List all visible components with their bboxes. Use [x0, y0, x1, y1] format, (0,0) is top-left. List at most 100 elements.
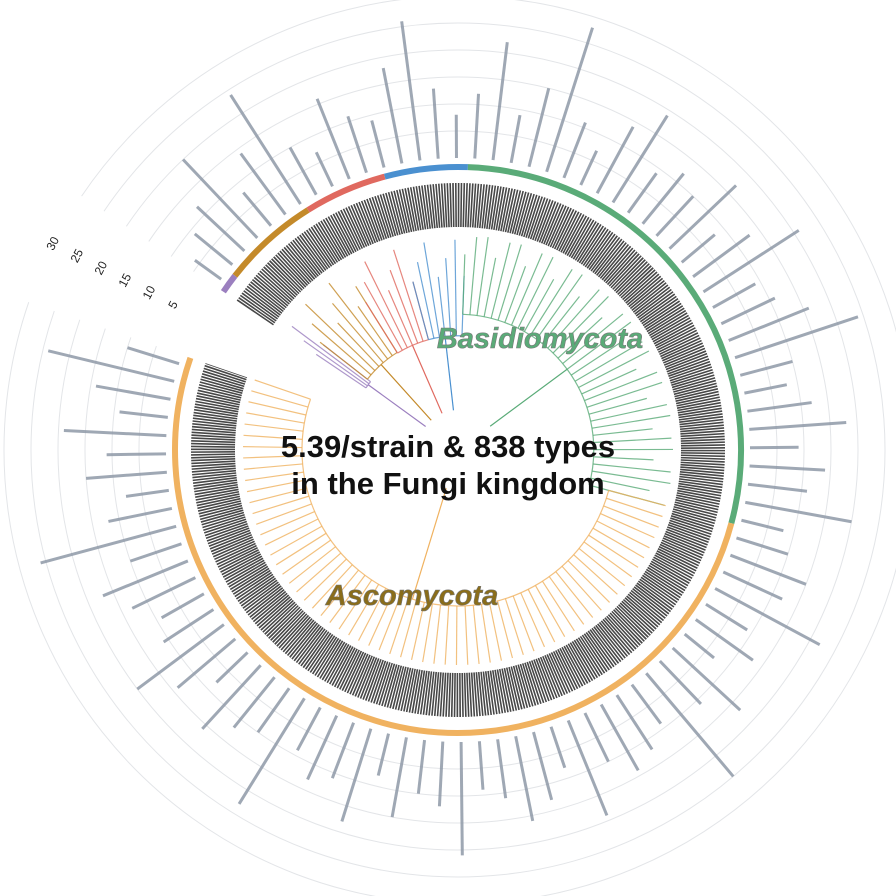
- tree-branch: [282, 539, 332, 575]
- bar: [306, 714, 339, 781]
- tree-stem: [367, 384, 426, 427]
- bar: [237, 697, 306, 805]
- bar: [645, 672, 735, 778]
- bar: [127, 346, 180, 366]
- tree-stem: [489, 368, 568, 427]
- tree-branch: [332, 303, 384, 364]
- tree-branch: [249, 487, 307, 504]
- tree-branch: [520, 592, 546, 648]
- bar: [712, 282, 757, 309]
- bar: [314, 151, 334, 187]
- tree-branch: [603, 505, 659, 528]
- bar: [739, 360, 793, 377]
- bar: [102, 559, 189, 598]
- r-tick-label: 30: [43, 234, 62, 253]
- tree-branch: [358, 588, 387, 641]
- tree-branch: [561, 565, 602, 611]
- bar: [728, 306, 810, 342]
- tree-branch: [472, 605, 480, 665]
- bar: [736, 536, 789, 556]
- bar: [477, 741, 485, 790]
- bar: [514, 735, 535, 822]
- grid-circle: [30, 22, 886, 878]
- bar: [40, 524, 177, 565]
- bar: [714, 587, 821, 647]
- tree-branch: [570, 341, 622, 376]
- tree-branch: [422, 603, 433, 663]
- tree-branch: [596, 520, 650, 549]
- bar: [160, 592, 205, 620]
- tree-branch: [368, 591, 394, 646]
- tree-branch: [592, 428, 653, 436]
- tree-branch: [303, 340, 368, 387]
- clade-ring: [383, 164, 468, 180]
- tree-branch: [592, 463, 671, 473]
- bar: [296, 706, 322, 752]
- bar: [315, 98, 351, 180]
- tree-branch: [517, 256, 554, 329]
- tree-branch: [548, 576, 585, 625]
- bar: [509, 114, 522, 164]
- bar: [747, 401, 812, 413]
- bar: [340, 728, 373, 822]
- tree-branch: [412, 281, 430, 340]
- clade-label: Ascomycota: [325, 580, 498, 612]
- tree-branch: [338, 579, 373, 630]
- tree-branch: [256, 503, 312, 525]
- tree-branch: [337, 322, 380, 367]
- bar: [376, 733, 390, 776]
- clade-label: Basidiomycota: [437, 323, 643, 355]
- tree-branch: [590, 404, 667, 422]
- bar: [162, 608, 215, 644]
- tree-branch: [541, 580, 575, 632]
- bar: [106, 452, 167, 457]
- tree-branch: [296, 552, 342, 593]
- tree-branch: [329, 574, 366, 623]
- tree-branch: [578, 547, 626, 587]
- tree-branch: [303, 558, 347, 601]
- tree-branch: [444, 605, 450, 665]
- bar: [668, 184, 738, 250]
- bar: [626, 172, 658, 214]
- bar: [694, 618, 754, 662]
- bar: [562, 121, 587, 179]
- bar: [229, 94, 302, 205]
- bar: [702, 229, 800, 294]
- tree-branch: [578, 350, 650, 389]
- tree-branch: [389, 269, 419, 344]
- tree-stem: [411, 488, 447, 600]
- tree-branch: [243, 446, 303, 449]
- bar: [630, 683, 663, 725]
- tree-branch: [393, 249, 424, 342]
- tree-branch: [328, 282, 389, 360]
- title-line: 5.39/strain & 838 types: [281, 429, 615, 464]
- bar: [95, 384, 171, 401]
- tree-branch: [562, 313, 624, 365]
- tree-branch: [437, 276, 446, 337]
- tree-branch: [248, 401, 307, 416]
- bar: [599, 703, 640, 772]
- tree-branch: [496, 600, 514, 659]
- bar: [744, 500, 852, 524]
- grid-circle: [3, 0, 896, 896]
- bar: [194, 259, 223, 281]
- tree-branch: [270, 525, 323, 556]
- tree-branch: [574, 341, 643, 382]
- tree-branch: [423, 242, 441, 338]
- tree-branch: [464, 605, 469, 665]
- bar: [722, 570, 783, 601]
- tree-branch: [245, 471, 304, 482]
- tree-branch: [490, 242, 511, 319]
- bar: [47, 349, 175, 383]
- tree-branch: [320, 569, 359, 616]
- tree-branch: [555, 571, 594, 618]
- bar: [671, 646, 742, 712]
- tree-branch: [445, 258, 452, 337]
- bar: [129, 542, 182, 563]
- bar: [85, 470, 167, 480]
- bar: [125, 488, 170, 498]
- tree-branch: [357, 306, 393, 356]
- bar: [549, 726, 567, 769]
- tree-branch: [243, 455, 303, 459]
